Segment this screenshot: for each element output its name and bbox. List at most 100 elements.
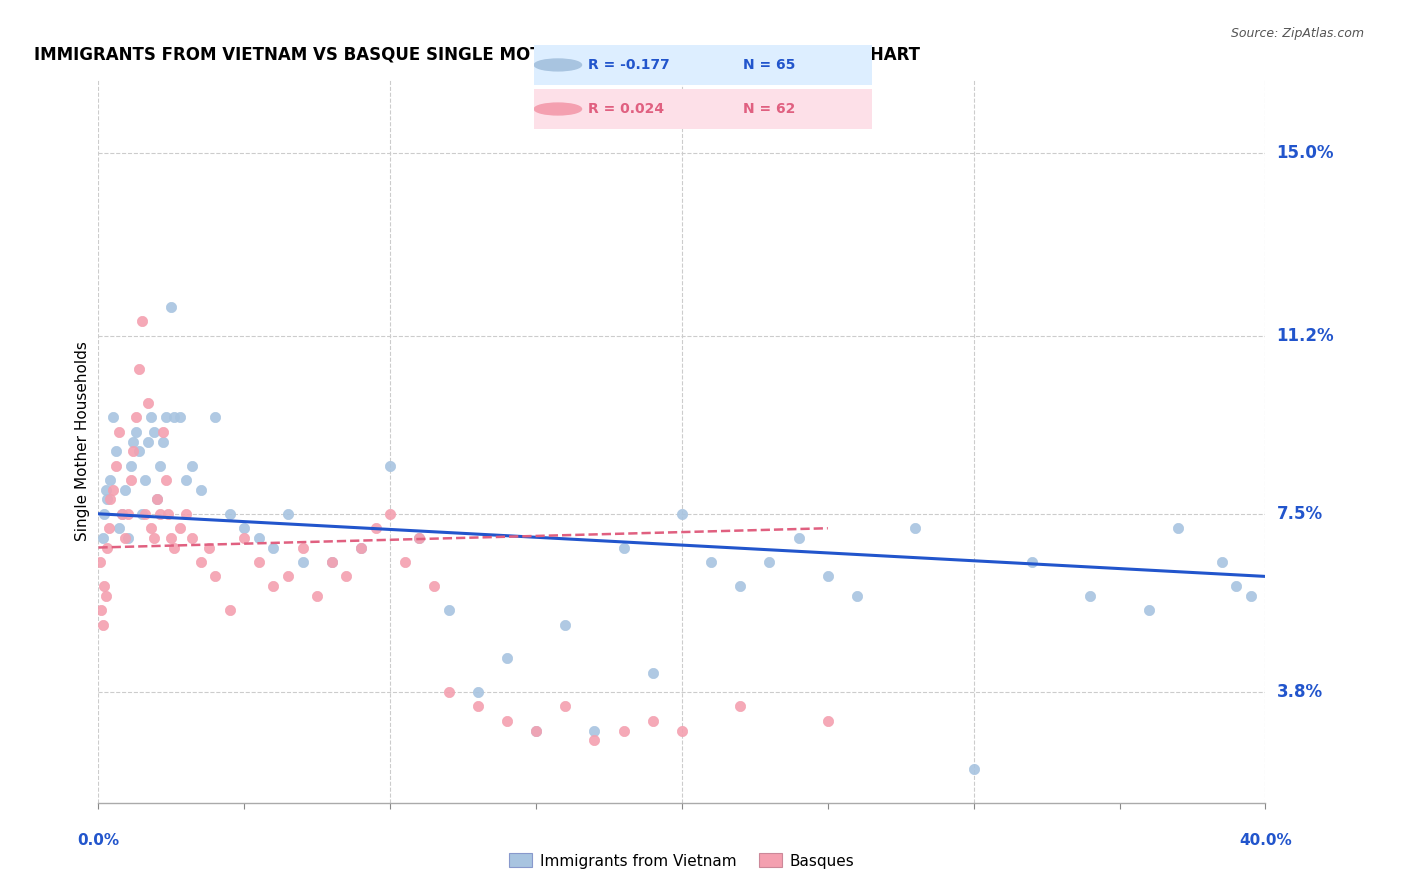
Point xyxy=(142,531,165,545)
Point xyxy=(160,300,183,314)
Point xyxy=(218,603,240,617)
Point xyxy=(583,723,606,738)
Point xyxy=(758,555,780,569)
Point xyxy=(89,555,111,569)
Point xyxy=(152,425,174,439)
Point xyxy=(554,617,576,632)
Point xyxy=(1211,555,1233,569)
Point xyxy=(423,579,446,593)
Point xyxy=(114,531,136,545)
Point xyxy=(180,531,202,545)
Point xyxy=(700,555,723,569)
Point xyxy=(108,425,131,439)
Text: N = 65: N = 65 xyxy=(744,58,796,72)
Point xyxy=(114,483,136,497)
Point xyxy=(408,531,430,545)
Point xyxy=(139,521,162,535)
Text: IMMIGRANTS FROM VIETNAM VS BASQUE SINGLE MOTHER HOUSEHOLDS CORRELATION CHART: IMMIGRANTS FROM VIETNAM VS BASQUE SINGLE… xyxy=(34,45,921,63)
Point xyxy=(163,541,186,555)
Point xyxy=(169,410,191,425)
Point xyxy=(233,531,256,545)
Point xyxy=(350,541,373,555)
Point xyxy=(1167,521,1189,535)
Point xyxy=(91,531,114,545)
Point xyxy=(204,569,226,583)
Point xyxy=(93,579,115,593)
Point xyxy=(160,531,183,545)
Point xyxy=(846,589,869,603)
Y-axis label: Single Mother Households: Single Mother Households xyxy=(75,342,90,541)
Point xyxy=(817,569,839,583)
Point xyxy=(139,410,162,425)
Point xyxy=(117,531,139,545)
Point xyxy=(120,458,142,473)
Point xyxy=(128,362,150,376)
Point xyxy=(1137,603,1160,617)
Point xyxy=(108,521,131,535)
Point xyxy=(247,531,270,545)
Legend: Immigrants from Vietnam, Basques: Immigrants from Vietnam, Basques xyxy=(503,847,860,875)
Point xyxy=(467,685,489,699)
Point xyxy=(174,507,197,521)
Point xyxy=(321,555,343,569)
Point xyxy=(247,555,270,569)
Point xyxy=(437,685,460,699)
Point xyxy=(136,434,159,449)
Point xyxy=(524,723,547,738)
Point xyxy=(437,603,460,617)
Circle shape xyxy=(534,59,582,70)
Point xyxy=(101,410,124,425)
Point xyxy=(277,569,299,583)
Point xyxy=(149,507,172,521)
Point xyxy=(120,473,142,487)
Point xyxy=(134,473,156,487)
Point xyxy=(111,507,134,521)
Point xyxy=(583,733,606,747)
Point xyxy=(496,651,519,665)
Point xyxy=(335,569,357,583)
Point xyxy=(263,579,285,593)
Point xyxy=(136,396,159,410)
Point xyxy=(671,507,693,521)
Point xyxy=(730,579,752,593)
Point xyxy=(122,434,145,449)
Point xyxy=(233,521,256,535)
Point xyxy=(146,492,169,507)
Point xyxy=(671,723,693,738)
Point xyxy=(904,521,927,535)
Point xyxy=(350,541,373,555)
Point xyxy=(263,541,285,555)
Text: N = 62: N = 62 xyxy=(744,102,796,116)
Point xyxy=(94,589,117,603)
Text: 3.8%: 3.8% xyxy=(1277,683,1323,701)
Text: 15.0%: 15.0% xyxy=(1277,144,1334,161)
Point xyxy=(641,714,664,728)
Point xyxy=(97,521,120,535)
Point xyxy=(180,458,202,473)
Point xyxy=(962,762,984,776)
Point xyxy=(174,473,197,487)
Bar xyxy=(534,45,872,86)
Point xyxy=(101,483,124,497)
Point xyxy=(277,507,299,521)
Point xyxy=(613,541,636,555)
Point xyxy=(142,425,165,439)
Point xyxy=(1225,579,1247,593)
Point xyxy=(96,492,118,507)
Point xyxy=(641,665,664,680)
Point xyxy=(190,555,212,569)
Point xyxy=(104,444,127,458)
Point xyxy=(467,699,489,714)
Point xyxy=(131,314,153,328)
Point xyxy=(730,699,752,714)
Point xyxy=(190,483,212,497)
Point xyxy=(524,723,547,738)
Point xyxy=(291,555,314,569)
Point xyxy=(155,410,177,425)
Point xyxy=(613,723,636,738)
Text: 40.0%: 40.0% xyxy=(1239,833,1292,848)
Point xyxy=(817,714,839,728)
Point xyxy=(91,617,114,632)
Text: 0.0%: 0.0% xyxy=(77,833,120,848)
Point xyxy=(218,507,240,521)
